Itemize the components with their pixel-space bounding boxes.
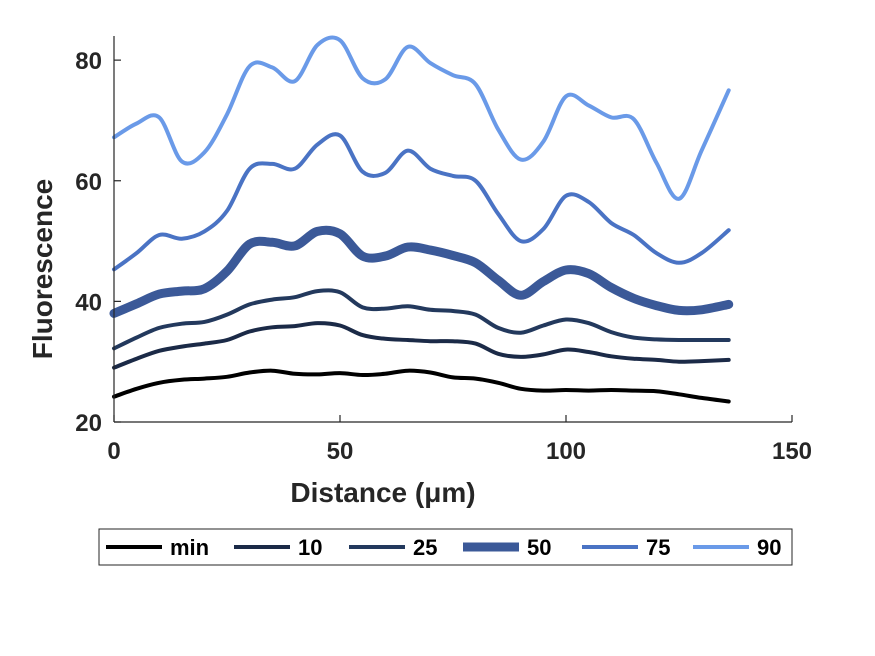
series-layer <box>109 35 734 404</box>
x-tick-label: 150 <box>772 438 812 465</box>
series-line-10 <box>112 321 731 370</box>
series-line-50 <box>109 225 734 318</box>
y-ticks: 20 40 60 80 <box>75 48 121 437</box>
series-line-25 <box>112 288 731 351</box>
y-tick-label: 20 <box>75 410 102 437</box>
x-ticks: 0 50 100 150 <box>107 415 812 465</box>
legend-label-25: 25 <box>413 535 437 560</box>
series-line-min <box>112 368 731 404</box>
x-axis-label: Distance (μm) <box>290 477 475 508</box>
x-tick-label: 100 <box>546 438 586 465</box>
y-tick-label: 40 <box>75 289 102 316</box>
legend-label-10: 10 <box>298 535 322 560</box>
y-axis-label: Fluorescence <box>27 179 58 360</box>
legend-label-50: 50 <box>527 535 551 560</box>
x-tick-label: 50 <box>327 438 354 465</box>
series-line-75 <box>112 132 731 272</box>
series-line-90 <box>112 35 731 201</box>
x-tick-label: 0 <box>107 438 120 465</box>
legend-label-min: min <box>170 535 209 560</box>
axes: 0 50 100 150 20 40 60 80 <box>75 36 812 465</box>
legend-label-90: 90 <box>757 535 781 560</box>
legend: min 10 25 50 75 90 <box>98 528 793 566</box>
legend-label-75: 75 <box>646 535 670 560</box>
legend-items: min 10 25 50 75 90 <box>106 535 781 560</box>
y-tick-label: 80 <box>75 48 102 75</box>
legend-box <box>98 528 793 566</box>
y-tick-label: 60 <box>75 169 102 196</box>
